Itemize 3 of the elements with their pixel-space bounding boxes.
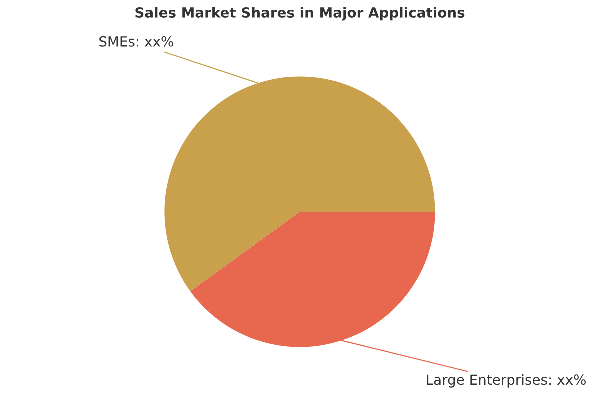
slice-label: SMEs: xx% [100,36,174,47]
chart-title: Sales Market Shares in Major Applications [136,7,465,21]
slice-label: Large Enterprises: xx% [427,374,586,388]
